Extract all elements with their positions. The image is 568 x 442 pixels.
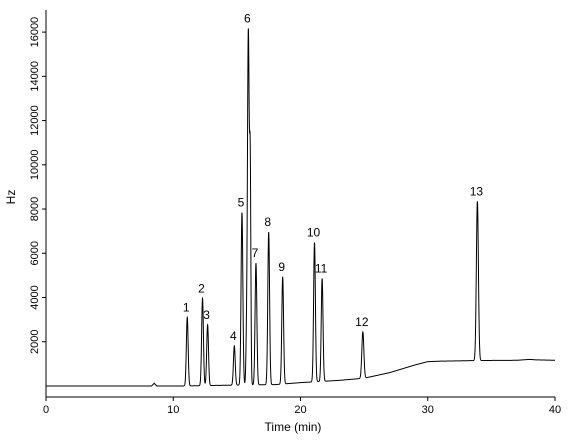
peak-label-3: 3	[203, 308, 210, 322]
peak-label-5: 5	[238, 196, 245, 210]
x-tick-label: 30	[422, 404, 434, 416]
y-tick-label: 16000	[29, 17, 41, 48]
peak-label-10: 10	[307, 225, 321, 239]
x-tick-label: 40	[549, 404, 561, 416]
x-tick-label: 10	[167, 404, 179, 416]
peak-label-13: 13	[470, 184, 484, 198]
x-axis-ticks: 0 10 20 30 40	[43, 397, 561, 416]
y-tick-label: 2000	[29, 329, 41, 353]
peak-label-7: 7	[252, 246, 259, 260]
peak-label-1: 1	[183, 300, 190, 314]
y-axis-ticks: 2000 4000 6000 8000 10000 12000 14000 16000	[29, 17, 46, 354]
plot-frame	[45, 10, 555, 398]
x-tick-label: 20	[294, 404, 306, 416]
x-tick-label: 0	[43, 404, 49, 416]
y-tick-label: 6000	[29, 241, 41, 265]
y-axis-title: Hz	[4, 190, 18, 205]
peak-label-12: 12	[355, 315, 369, 329]
peak-label-6: 6	[244, 11, 251, 25]
y-tick-label: 4000	[29, 285, 41, 309]
y-tick-label: 12000	[29, 105, 41, 136]
peak-label-4: 4	[230, 329, 237, 343]
x-axis-title: Time (min)	[265, 420, 322, 434]
y-tick-label: 14000	[29, 61, 41, 92]
chromatogram-trace	[46, 28, 555, 387]
peak-label-9: 9	[278, 260, 285, 274]
y-tick-label: 10000	[29, 150, 41, 181]
y-tick-label: 8000	[29, 197, 41, 221]
peak-label-2: 2	[198, 281, 205, 295]
peak-label-11: 11	[315, 262, 328, 276]
peak-label-8: 8	[264, 215, 271, 229]
